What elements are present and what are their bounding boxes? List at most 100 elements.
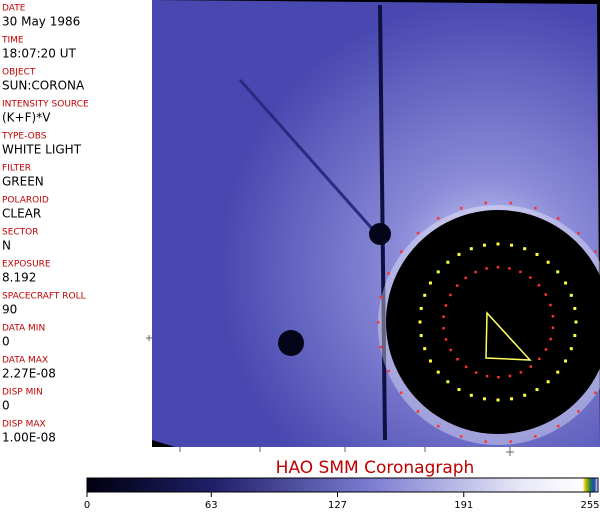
field-value: CLEAR — [2, 207, 41, 221]
yellow-dot — [428, 359, 432, 363]
yellow-dot — [419, 334, 423, 338]
red-dot — [509, 201, 513, 205]
title: HAO SMM Coronagraph — [276, 458, 475, 478]
colorbar-tick-label: 63 — [205, 500, 218, 511]
yellow-dot — [546, 380, 550, 384]
red-dot — [484, 201, 487, 205]
red-dot — [549, 337, 552, 341]
yellow-dot — [510, 397, 514, 401]
field-value: 18:07:20 UT — [2, 47, 76, 61]
red-dot — [509, 440, 513, 443]
yellow-dot — [556, 270, 560, 274]
red-dot — [496, 266, 500, 269]
colorbar-tick-label: 191 — [454, 500, 473, 511]
markers — [377, 201, 597, 443]
yellow-dot — [423, 293, 427, 297]
yellow-dot — [428, 281, 432, 285]
red-dot — [449, 293, 452, 297]
red-dot — [577, 410, 580, 413]
field-label: DATE — [2, 4, 26, 14]
red-dot — [416, 231, 420, 235]
red-dot — [508, 374, 512, 378]
field-label: EXPOSURE — [2, 260, 51, 270]
red-dot — [459, 435, 463, 438]
red-dot — [399, 391, 403, 395]
red-dot — [387, 272, 390, 275]
red-dot — [444, 304, 448, 307]
field-label: DATA MIN — [2, 324, 45, 334]
yellow-dot — [469, 247, 473, 251]
field-value: SUN:CORONA — [2, 79, 85, 93]
field-value: 1.00E-08 — [2, 431, 56, 445]
field-value: 90 — [2, 303, 17, 317]
yellow-dot — [569, 293, 573, 297]
yellow-dot — [419, 306, 423, 310]
red-dot — [442, 315, 445, 319]
red-dot — [519, 371, 523, 374]
occulter — [386, 210, 600, 434]
yellow-dot — [423, 347, 427, 351]
red-dot — [399, 250, 403, 253]
streak — [238, 79, 377, 233]
red-dot — [594, 391, 597, 395]
yellow-dot — [556, 370, 560, 374]
yellow-dot — [457, 252, 461, 256]
yellow-dot — [469, 393, 473, 397]
red-dot — [529, 276, 532, 279]
field-value: 0 — [2, 335, 10, 349]
yellow-dot — [496, 242, 500, 246]
yellow-dot — [535, 252, 539, 256]
red-dot — [551, 326, 555, 329]
field-label: DISP MAX — [2, 420, 46, 430]
field-value: 8.192 — [2, 271, 36, 285]
yellow-dot — [564, 281, 568, 285]
yellow-dot — [573, 334, 577, 338]
colorbar-tick-label: 127 — [328, 500, 347, 511]
field-label: SECTOR — [2, 228, 39, 238]
yellow-dot — [482, 397, 486, 401]
triangle-line — [486, 312, 516, 345]
red-dot — [387, 369, 390, 373]
info-panel — [0, 0, 152, 447]
red-dot — [577, 231, 580, 235]
yellow-dot — [457, 388, 461, 392]
yellow-dot — [446, 380, 450, 384]
field-value: WHITE LIGHT — [2, 143, 82, 157]
red-dot — [551, 314, 555, 318]
red-dot — [534, 435, 537, 438]
field-value: 0 — [2, 399, 10, 413]
red-dot — [456, 357, 459, 361]
colorbar — [86, 477, 599, 493]
red-dot — [437, 217, 440, 220]
yellow-dot — [436, 370, 440, 374]
field-label: FILTER — [2, 164, 31, 174]
yellow-dot — [496, 398, 500, 402]
field-value: N — [2, 239, 11, 253]
red-dot — [379, 296, 383, 299]
field-label: POLAROID — [2, 196, 49, 206]
red-dot — [449, 348, 452, 352]
field-value: GREEN — [2, 175, 44, 189]
axis-marks — [146, 335, 514, 456]
red-dot — [474, 371, 478, 374]
field-label: INTENSITY SOURCE — [2, 100, 89, 110]
red-dot — [529, 365, 533, 368]
yellow-dot — [574, 320, 578, 324]
yellow-dot — [573, 306, 577, 310]
red-dot — [459, 206, 463, 210]
red-dot — [379, 345, 383, 349]
yellow-dot — [418, 320, 422, 324]
red-dot — [416, 410, 420, 413]
field-value: (K+F)*V — [2, 111, 51, 125]
field-label: DISP MIN — [2, 388, 43, 398]
field-value: 2.27E-08 — [2, 367, 56, 381]
field-value: 30 May 1986 — [2, 15, 80, 29]
yellow-dot — [436, 270, 440, 274]
field-label: TYPE-OBS — [1, 132, 47, 142]
yellow-dot — [446, 260, 450, 264]
red-dot — [464, 276, 467, 280]
red-dot — [464, 365, 468, 369]
field-label: OBJECT — [2, 68, 36, 78]
red-dot — [437, 424, 440, 428]
